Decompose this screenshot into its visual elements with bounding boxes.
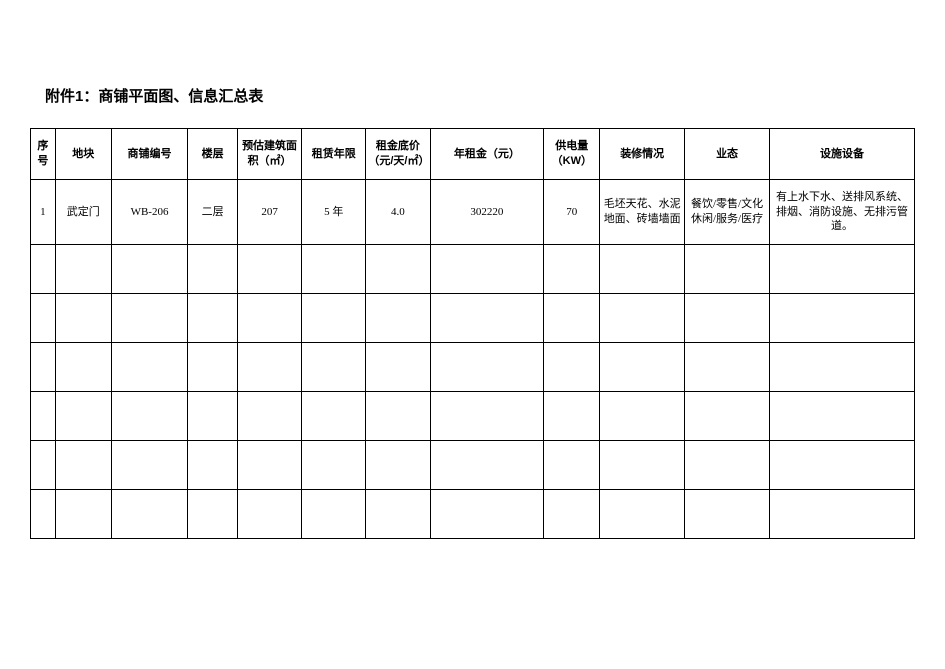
col-header: 预估建筑面积（㎡） <box>237 129 301 180</box>
cell: WB-206 <box>111 180 188 245</box>
table-row <box>31 490 915 539</box>
table-row <box>31 343 915 392</box>
table-header-row: 序号 地块 商铺编号 楼层 预估建筑面积（㎡） 租赁年限 租金底价（元/天/㎡）… <box>31 129 915 180</box>
cell: 1 <box>31 180 56 245</box>
document-page: 附件1：商铺平面图、信息汇总表 序号 地块 商铺编号 楼层 预估建筑面积（㎡） … <box>0 0 945 569</box>
cell: 70 <box>544 180 600 245</box>
table-row <box>31 441 915 490</box>
cell: 5 年 <box>302 180 366 245</box>
col-header: 楼层 <box>188 129 238 180</box>
col-header: 商铺编号 <box>111 129 188 180</box>
col-header: 地块 <box>55 129 111 180</box>
cell: 毛坯天花、水泥地面、砖墙墙面 <box>600 180 685 245</box>
col-header: 租赁年限 <box>302 129 366 180</box>
col-header: 设施设备 <box>770 129 915 180</box>
cell: 餐饮/零售/文化休闲/服务/医疗 <box>685 180 770 245</box>
cell: 4.0 <box>366 180 430 245</box>
col-header: 序号 <box>31 129 56 180</box>
col-header: 租金底价（元/天/㎡） <box>366 129 430 180</box>
table-row: 1 武定门 WB-206 二层 207 5 年 4.0 302220 70 毛坯… <box>31 180 915 245</box>
table-row <box>31 294 915 343</box>
cell: 二层 <box>188 180 238 245</box>
cell: 207 <box>237 180 301 245</box>
cell: 302220 <box>430 180 544 245</box>
table-body: 1 武定门 WB-206 二层 207 5 年 4.0 302220 70 毛坯… <box>31 180 915 539</box>
cell: 武定门 <box>55 180 111 245</box>
col-header: 年租金（元） <box>430 129 544 180</box>
table-row <box>31 392 915 441</box>
page-title: 附件1：商铺平面图、信息汇总表 <box>45 85 915 106</box>
summary-table: 序号 地块 商铺编号 楼层 预估建筑面积（㎡） 租赁年限 租金底价（元/天/㎡）… <box>30 128 915 539</box>
cell: 有上水下水、送排风系统、排烟、消防设施、无排污管道。 <box>770 180 915 245</box>
col-header: 装修情况 <box>600 129 685 180</box>
col-header: 供电量（KW） <box>544 129 600 180</box>
col-header: 业态 <box>685 129 770 180</box>
table-row <box>31 245 915 294</box>
